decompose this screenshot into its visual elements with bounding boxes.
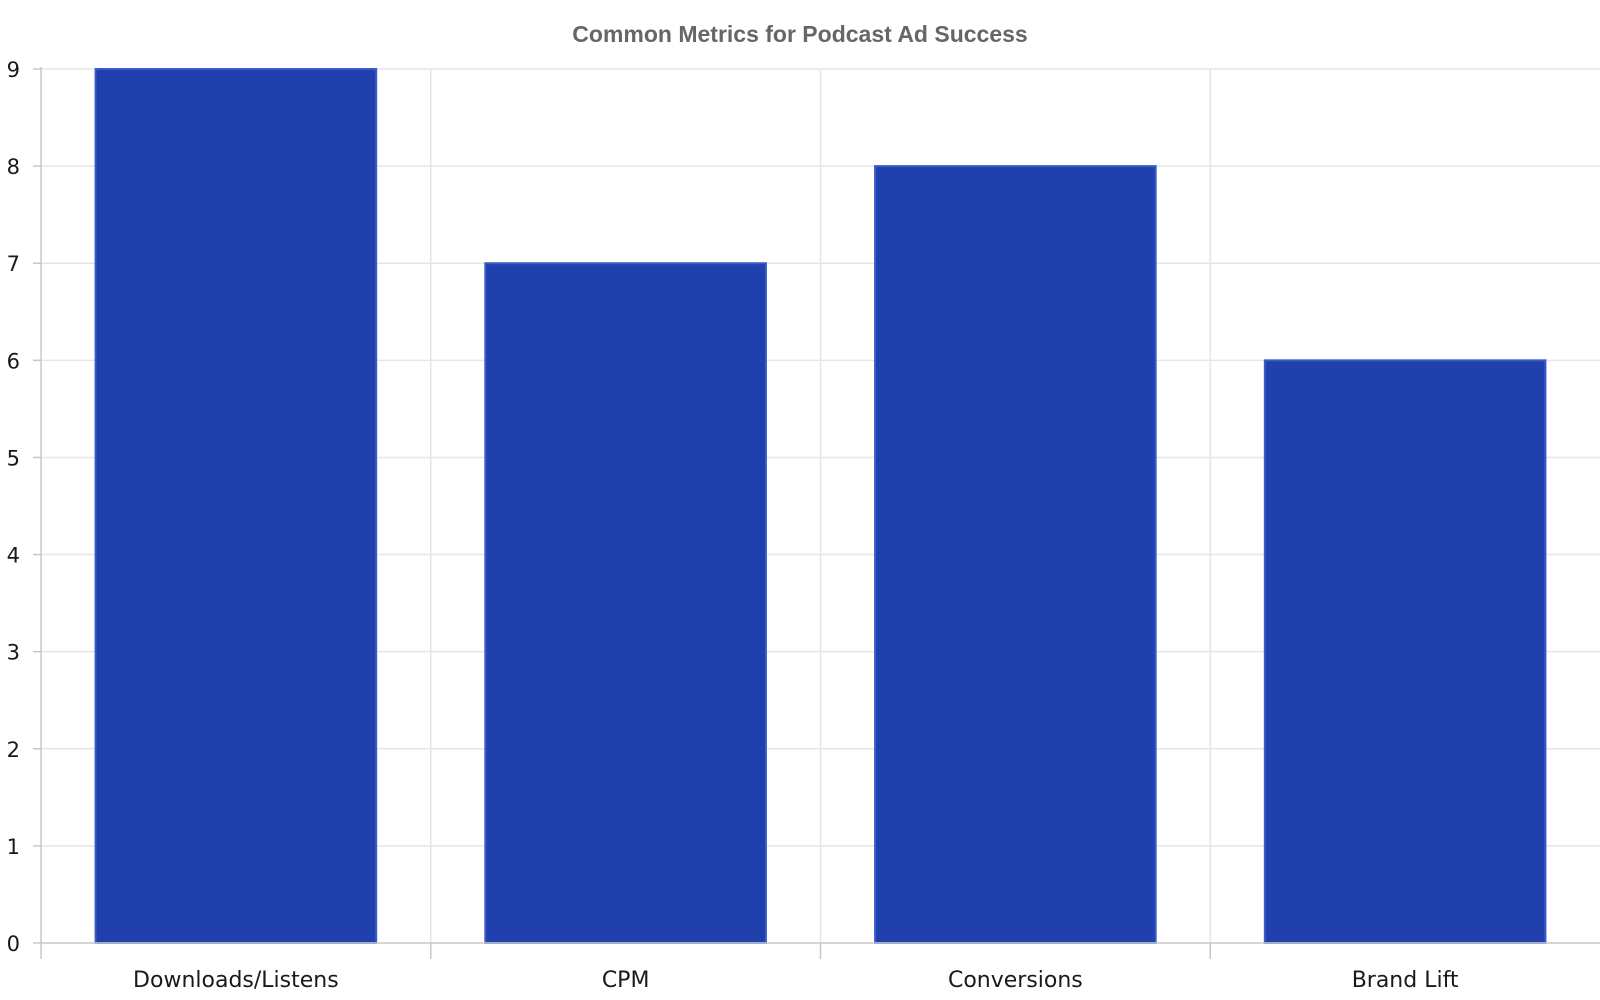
chart-title: Common Metrics for Podcast Ad Success bbox=[572, 21, 1027, 47]
x-tick-label: Conversions bbox=[948, 968, 1083, 993]
y-tick-label: 5 bbox=[7, 446, 20, 470]
y-tick-label: 2 bbox=[7, 738, 20, 762]
bars-layer bbox=[94, 68, 1547, 945]
y-tick-label: 3 bbox=[7, 641, 20, 665]
bar-downloads-listens bbox=[94, 68, 378, 944]
axis-layer bbox=[33, 67, 1600, 959]
y-tick-label: 4 bbox=[7, 544, 20, 568]
y-tick-label: 1 bbox=[7, 835, 20, 859]
y-tick-label: 0 bbox=[7, 932, 20, 956]
bar-conversions bbox=[874, 165, 1157, 945]
y-tick-label: 7 bbox=[7, 252, 20, 276]
y-tick-label: 9 bbox=[7, 58, 20, 82]
x-tick-label: Downloads/Listens bbox=[133, 968, 339, 993]
bar-brand-lift bbox=[1263, 359, 1547, 945]
x-tick-labels: Downloads/Listens CPM Conversions Brand Lif… bbox=[133, 968, 1459, 993]
x-tick-label: Brand Lift bbox=[1352, 968, 1459, 993]
bar-cpm bbox=[484, 262, 767, 944]
y-tick-labels: 0 1 2 3 4 5 6 7 8 9 bbox=[7, 58, 20, 956]
x-tick-label: CPM bbox=[602, 968, 650, 993]
y-tick-label: 8 bbox=[7, 155, 20, 179]
y-tick-label: 6 bbox=[7, 349, 20, 373]
